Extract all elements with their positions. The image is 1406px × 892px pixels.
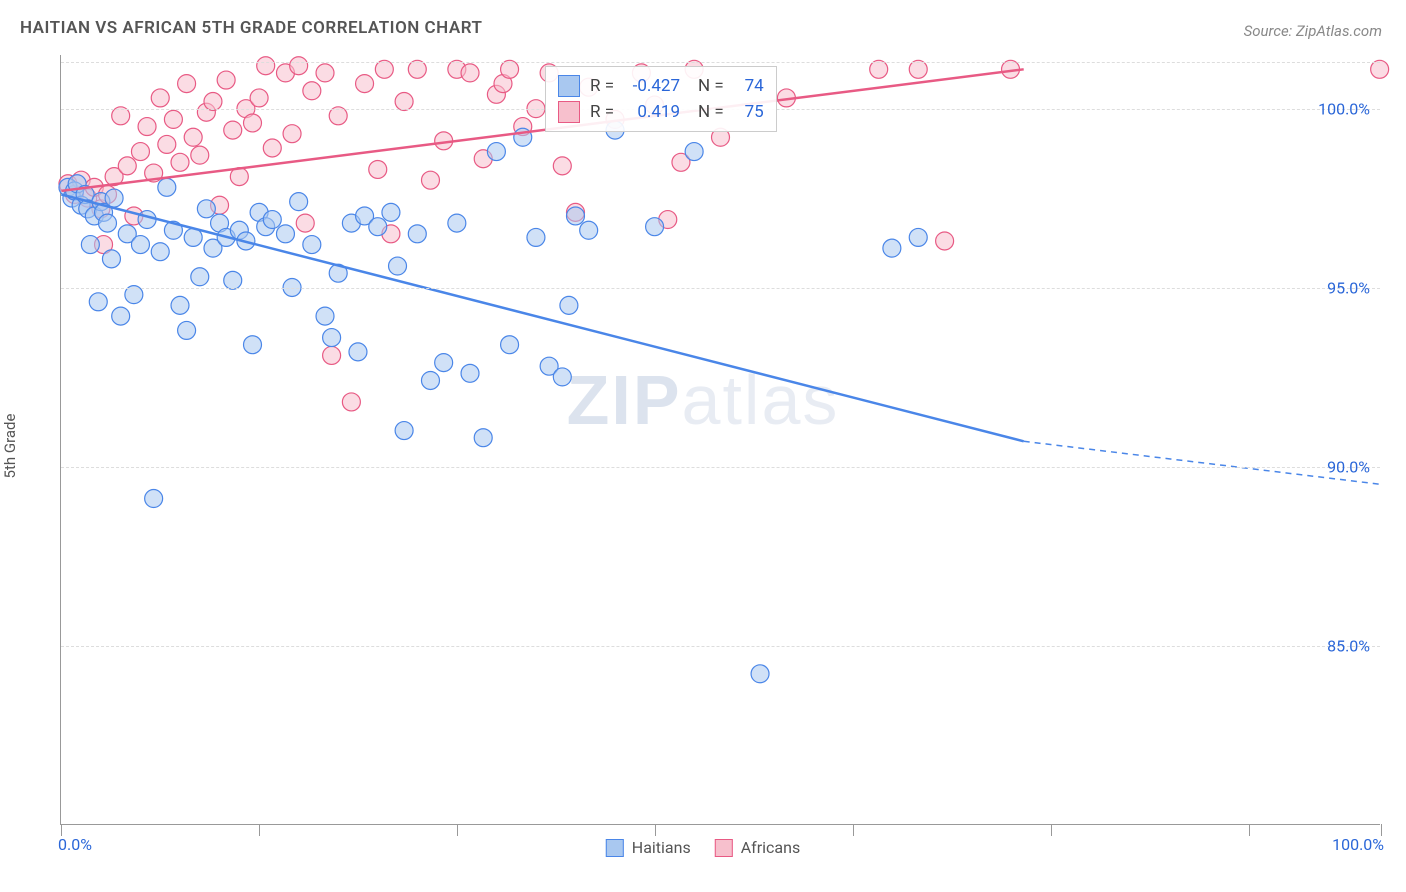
legend-label-haitians: Haitians xyxy=(632,838,691,857)
stats-n-label: N = xyxy=(698,76,724,96)
legend-item-africans[interactable]: Africans xyxy=(715,838,800,857)
y-tick-label: 95.0% xyxy=(1327,278,1370,297)
y-tick-label: 100.0% xyxy=(1318,99,1370,118)
chart-container: ZIPatlas HAITIAN VS AFRICAN 5TH GRADE CO… xyxy=(0,0,1406,892)
stats-r-label: R = xyxy=(590,76,614,96)
y-tick-label: 90.0% xyxy=(1327,457,1370,476)
legend-swatch-haitians xyxy=(606,839,624,857)
x-label-max: 100.0% xyxy=(1332,835,1384,854)
stats-n-haitians: 74 xyxy=(734,76,764,96)
x-label-min: 0.0% xyxy=(58,835,92,854)
legend-item-haitians[interactable]: Haitians xyxy=(606,838,691,857)
stats-n-label: N = xyxy=(698,102,724,122)
stats-r-label: R = xyxy=(590,102,614,122)
stats-row-haitians: R = -0.427 N = 74 xyxy=(558,73,764,99)
stats-r-africans: 0.419 xyxy=(624,102,680,122)
y-axis-title: 5th Grade xyxy=(1,414,19,479)
legend-label-africans: Africans xyxy=(741,838,800,857)
y-tick-label: 85.0% xyxy=(1327,636,1370,655)
legend-swatch-africans xyxy=(715,839,733,857)
stats-r-haitians: -0.427 xyxy=(624,76,680,96)
stats-swatch-haitians xyxy=(558,75,580,97)
chart-title: HAITIAN VS AFRICAN 5TH GRADE CORRELATION… xyxy=(20,18,482,38)
stats-swatch-africans xyxy=(558,101,580,123)
stats-row-africans: R = 0.419 N = 75 xyxy=(558,99,764,125)
stats-n-africans: 75 xyxy=(734,102,764,122)
stats-box: R = -0.427 N = 74 R = 0.419 N = 75 xyxy=(545,66,777,132)
source-label: Source: ZipAtlas.com xyxy=(1244,22,1382,40)
chart-svg xyxy=(61,55,1380,824)
plot-area: 85.0% 90.0% 95.0% 100.0% xyxy=(60,55,1380,825)
legend-bottom: Haitians Africans xyxy=(606,838,800,857)
